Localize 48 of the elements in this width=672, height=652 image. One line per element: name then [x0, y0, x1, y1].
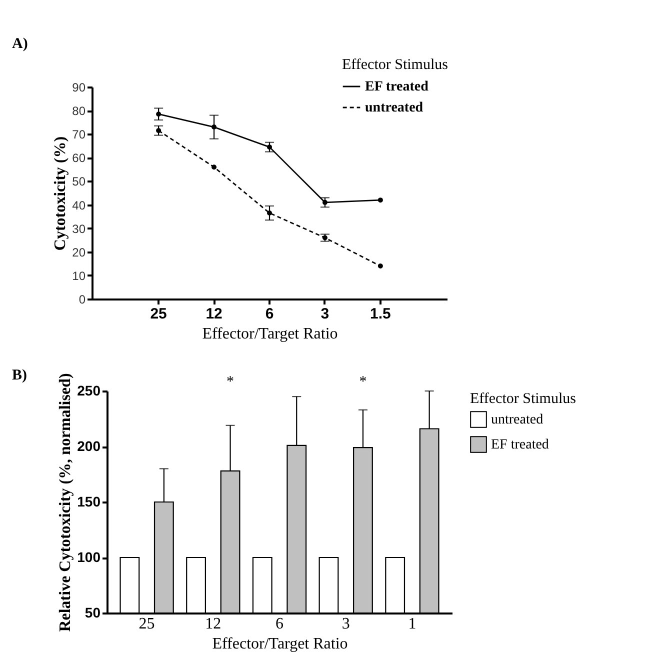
point: [156, 128, 162, 134]
x-tick-label: 25: [150, 306, 167, 322]
chart-title: B): [12, 368, 28, 384]
y-tick-label: 200: [77, 438, 101, 454]
point: [378, 198, 383, 203]
x-tick-label: 12: [205, 616, 222, 632]
x-tick-label: 12: [206, 306, 222, 322]
point: [212, 124, 217, 130]
y-tick-label: 50: [72, 174, 86, 189]
y-tick-label: 90: [72, 80, 86, 94]
y-tick-label: 60: [72, 151, 86, 166]
point: [322, 200, 328, 205]
y-tick-label: 50: [84, 604, 101, 620]
legend-label: untreated: [365, 100, 424, 116]
y-tick-label: 20: [72, 245, 86, 260]
y-tick-label: 80: [72, 104, 86, 118]
legend-label: untreated: [491, 412, 544, 428]
x-axis-title: Effector/Target Ratio: [202, 326, 338, 342]
legend-title: Effector Stimulus: [342, 57, 448, 73]
y-tick-label: 30: [72, 222, 86, 236]
x-tick-label: 6: [276, 616, 284, 632]
legend-label: EF treated: [365, 80, 429, 94]
text: *: [359, 374, 367, 390]
x-axis-title: Effector/Target Ratio: [212, 636, 348, 652]
x-tick-label: 1: [408, 616, 416, 632]
y-tick-label: 250: [77, 382, 101, 398]
point: [378, 264, 383, 269]
y-tick-label: 100: [77, 549, 101, 565]
y-tick-label: 70: [72, 128, 86, 142]
x-tick-label: 3: [320, 306, 330, 322]
x-tick-label: 6: [265, 306, 274, 322]
text: *: [226, 374, 234, 390]
point: [267, 210, 272, 216]
y-tick-label: 10: [72, 268, 86, 283]
point: [267, 144, 272, 150]
x-tick-label: 3: [342, 616, 350, 632]
y-axis-title: Relative Cytotoxicity (%, normalised): [57, 373, 74, 632]
legend-title: Effector Stimulus: [470, 391, 576, 407]
point: [156, 112, 162, 117]
chart-title: A): [12, 36, 28, 52]
legend-label: EF treated: [491, 438, 549, 452]
x-tick-label: 1.5: [370, 306, 391, 322]
y-tick-label: 0: [78, 292, 86, 306]
x-tick-label: 25: [138, 616, 155, 632]
y-axis-title: Cytotoxicity (%): [52, 136, 70, 251]
y-tick-label: 40: [72, 198, 86, 212]
point: [212, 164, 217, 170]
y-tick-label: 150: [77, 494, 101, 510]
